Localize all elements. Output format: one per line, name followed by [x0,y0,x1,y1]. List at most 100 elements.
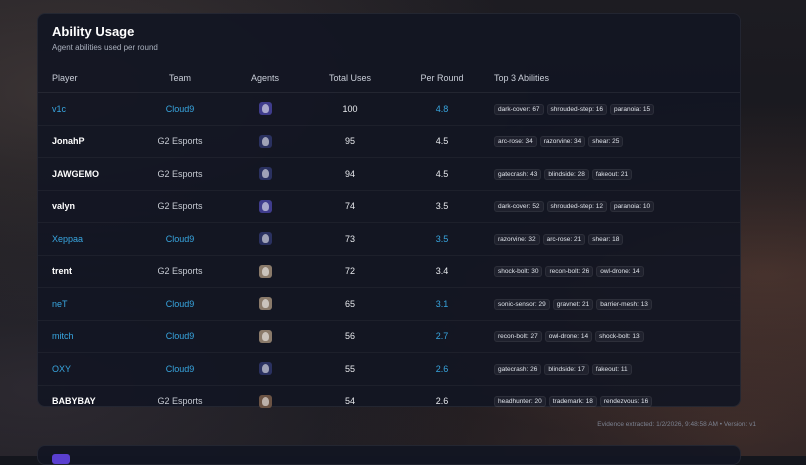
per-round: 3.4 [396,255,488,288]
table-row[interactable]: BABYBAY G2 Esports 54 2.6 headhunter: 20 trad… [38,385,740,417]
column-header-top-3-abilities[interactable]: Top 3 Abilities [488,64,740,93]
evidence-footer: Evidence extracted: 1/2/2026, 9:48:58 AM… [597,421,756,428]
column-header-player[interactable]: Player [38,64,134,93]
ability-usage-table: Player Team Agents Total Uses Per Round … [38,64,740,417]
player-name-text[interactable]: trent [52,266,72,277]
agent-cypher-icon [258,297,272,311]
team-name-text[interactable]: Cloud9 [165,331,195,342]
table-row[interactable]: JAWGEMO G2 Esports 94 4.5 gatecrash: 43 blind… [38,157,740,191]
player-name-text[interactable]: neT [52,298,68,309]
team-name: Cloud9 [134,222,226,256]
top-abilities: dark-cover: 67 shrouded-step: 16 paranoia:… [488,92,740,126]
player-name: Xeppaa [38,222,134,256]
agent-cell [226,190,304,223]
ability-chip: shear: 25 [588,136,624,148]
ability-chip: shock-bolt: 13 [595,331,644,343]
total-uses: 95 [304,125,396,158]
total-uses: 73 [304,222,396,256]
ability-chip: recon-bolt: 26 [545,266,594,278]
table-row[interactable]: trent G2 Esports 72 3.4 shock-bolt: 30 recon-… [38,255,740,288]
ability-chip: fakeout: 21 [591,168,633,180]
ability-chip: shock-bolt: 30 [494,266,543,278]
team-name-text[interactable]: G2 Esports [157,136,203,147]
team-name-text[interactable]: G2 Esports [157,168,203,179]
table-row[interactable]: neT Cloud9 65 3.1 sonic-sensor: 29 gravnet: 2… [38,287,740,321]
player-name-text[interactable]: OXY [52,363,72,374]
team-name: G2 Esports [134,157,226,191]
player-name-text[interactable]: Xeppaa [52,233,84,244]
total-uses: 72 [304,255,396,288]
ability-chip: razorvine: 34 [539,136,586,148]
player-name-text[interactable]: JonahP [52,136,85,147]
top-abilities: dark-cover: 52 shrouded-step: 12 paranoia:… [488,190,740,223]
ability-chip: owl-drone: 14 [544,331,593,343]
agent-neon-icon [258,232,272,246]
agent-cell [226,255,304,288]
total-uses-text: 65 [344,298,355,309]
ability-chip: shear: 18 [588,233,624,245]
top-abilities: gatecrash: 26 blindside: 17 fakeout: 11 [488,352,740,386]
per-round-text: 2.6 [435,363,449,374]
table-row[interactable]: v1c Cloud9 100 4.8 dark-cover: 67 shrouded-st… [38,92,740,126]
top-abilities: sonic-sensor: 29 gravnet: 21 barrier-mesh:… [488,287,740,321]
player-name-text[interactable]: mitch [52,331,74,342]
ability-chip: recon-bolt: 27 [494,331,542,343]
ability-chip: arc-rose: 21 [542,233,586,245]
ability-chip: headhunter: 20 [494,396,546,408]
total-uses-text: 95 [344,136,355,147]
table-row[interactable]: mitch Cloud9 56 2.7 recon-bolt: 27 owl-drone:… [38,320,740,353]
player-name-text[interactable]: valyn [52,201,76,212]
player-name: mitch [38,320,134,353]
team-name-text[interactable]: Cloud9 [165,363,195,374]
ability-chip: trademark: 18 [548,396,597,408]
ability-chip: dark-cover: 52 [494,201,544,213]
player-name: JonahP [38,125,134,158]
ability-chip: shrouded-step: 12 [546,201,607,213]
total-uses-text: 100 [342,103,358,114]
ability-chip: arc-rose: 34 [494,136,537,148]
per-round: 4.5 [396,125,488,158]
ability-chip: gatecrash: 26 [494,363,542,375]
table-row[interactable]: JonahP G2 Esports 95 4.5 arc-rose: 34 razorvi… [38,125,740,158]
per-round-text: 2.7 [435,331,449,342]
player-name-text[interactable]: BABYBAY [52,396,96,407]
ability-chip: paranoia: 10 [609,201,655,213]
team-name: G2 Esports [134,125,226,158]
agent-chamber-icon [258,394,272,408]
ability-usage-card: Ability Usage Agent abilities used per r… [37,13,741,408]
ability-chip: paranoia: 15 [609,103,655,115]
top-abilities: recon-bolt: 27 owl-drone: 14 shock-bolt: 1… [488,320,740,353]
agent-omen-icon [258,102,272,116]
team-name: Cloud9 [134,320,226,353]
agent-sova-icon [258,329,272,343]
agent-omen-icon [258,199,272,213]
agent-cell [226,320,304,353]
player-name: v1c [38,92,134,126]
team-name-text[interactable]: Cloud9 [165,233,195,244]
total-uses: 100 [304,92,396,126]
table-row[interactable]: valyn G2 Esports 74 3.5 dark-cover: 52 shroud… [38,190,740,223]
player-name-text[interactable]: v1c [52,103,67,114]
team-name: G2 Esports [134,190,226,223]
column-header-total-uses[interactable]: Total Uses [304,64,396,93]
column-header-agents[interactable]: Agents [226,64,304,93]
team-name-text[interactable]: G2 Esports [157,266,203,277]
team-name-text[interactable]: G2 Esports [157,201,203,212]
column-header-per-round[interactable]: Per Round [396,64,488,93]
agent-cell [226,157,304,191]
player-name-text[interactable]: JAWGEMO [52,168,100,179]
per-round: 2.6 [396,385,488,417]
per-round-text: 4.5 [435,136,449,147]
table-row[interactable]: Xeppaa Cloud9 73 3.5 razorvine: 32 arc-rose: … [38,222,740,256]
team-name-text[interactable]: Cloud9 [165,103,195,114]
column-header-team[interactable]: Team [134,64,226,93]
total-uses-text: 72 [344,266,355,277]
per-round-text: 4.8 [435,103,449,114]
total-uses: 94 [304,157,396,191]
next-card [37,445,741,465]
team-name-text[interactable]: G2 Esports [157,396,203,407]
top-abilities: headhunter: 20 trademark: 18 rendezvous: 1… [488,385,740,417]
team-name-text[interactable]: Cloud9 [165,298,195,309]
card-subtitle: Agent abilities used per round [52,43,158,52]
table-row[interactable]: OXY Cloud9 55 2.6 gatecrash: 26 blindside: 17… [38,352,740,386]
